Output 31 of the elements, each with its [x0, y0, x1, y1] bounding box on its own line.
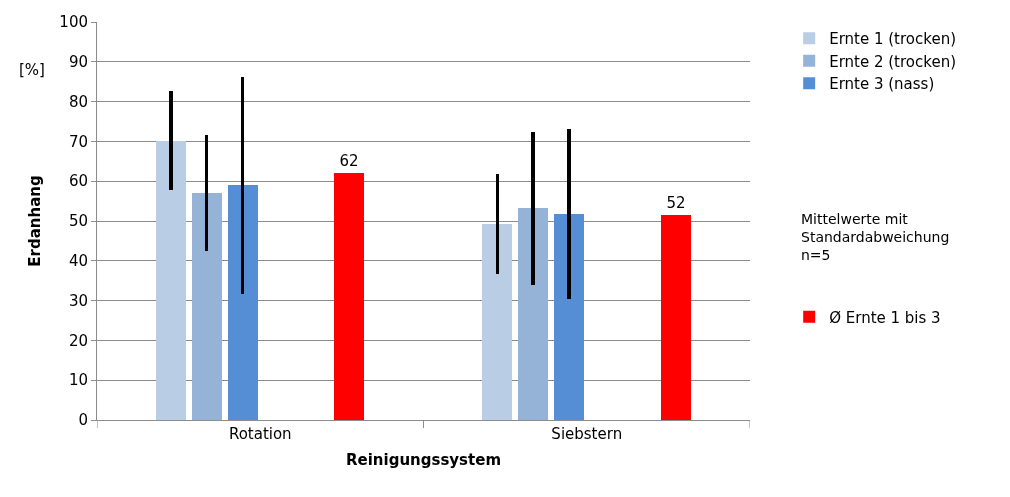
- text: [%]: [19, 61, 45, 79]
- y-tick-label: 40: [68, 252, 88, 271]
- y-tick-label: 10: [68, 371, 88, 390]
- y-tick-label: 20: [68, 331, 88, 350]
- legend-label: Ernte 3 (nass): [829, 75, 935, 94]
- bar: [334, 173, 364, 420]
- bar: [482, 224, 512, 420]
- legend-label: Ernte 1 (trocken): [829, 30, 956, 49]
- bar: [156, 141, 186, 420]
- y-tick-label: 100: [59, 13, 88, 32]
- x-tick-label: Siebstern: [551, 425, 623, 443]
- y-tick-label: 70: [68, 132, 88, 151]
- y-tick-label: 30: [68, 291, 88, 310]
- legend-label: Ernte 2 (trocken): [829, 52, 956, 71]
- bar: [192, 193, 222, 420]
- x-axis-title: Reinigungssystem: [345, 451, 502, 469]
- text: Mittelwerte mit Standardabweichung n=5: [801, 211, 950, 264]
- data-label: 62: [339, 152, 359, 170]
- legend-label: Ø Ernte 1 bis 3: [829, 308, 941, 327]
- y-tick-label: 80: [68, 92, 88, 111]
- y-tick-label: 60: [68, 172, 88, 191]
- bar: [554, 214, 584, 420]
- bar: [661, 215, 691, 420]
- bar: [518, 208, 548, 420]
- bar: [228, 185, 258, 420]
- y-tick-label: 0: [78, 411, 88, 430]
- y-tick-label: 90: [68, 53, 88, 72]
- data-label: 52: [666, 194, 686, 212]
- y-axis-title: Erdanhang: [25, 175, 44, 267]
- x-tick-label: Rotation: [228, 425, 292, 443]
- y-tick-label: 50: [68, 212, 88, 231]
